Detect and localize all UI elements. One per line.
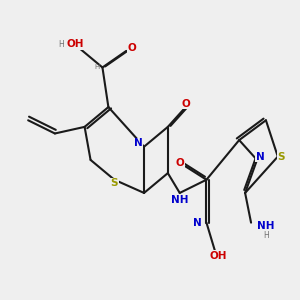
- Text: S: S: [111, 178, 118, 188]
- Text: S: S: [277, 152, 284, 162]
- Text: O: O: [128, 43, 136, 52]
- Text: N: N: [193, 218, 202, 228]
- Text: N: N: [134, 138, 142, 148]
- Text: NH: NH: [257, 221, 275, 231]
- Text: N: N: [256, 152, 264, 162]
- Text: H: H: [263, 231, 269, 240]
- Text: OH: OH: [67, 39, 84, 49]
- Text: H: H: [58, 40, 64, 49]
- Text: OH: OH: [210, 251, 227, 261]
- Text: O: O: [181, 99, 190, 109]
- Text: NH: NH: [171, 194, 188, 205]
- Text: H: H: [94, 64, 100, 70]
- Text: O: O: [175, 158, 184, 168]
